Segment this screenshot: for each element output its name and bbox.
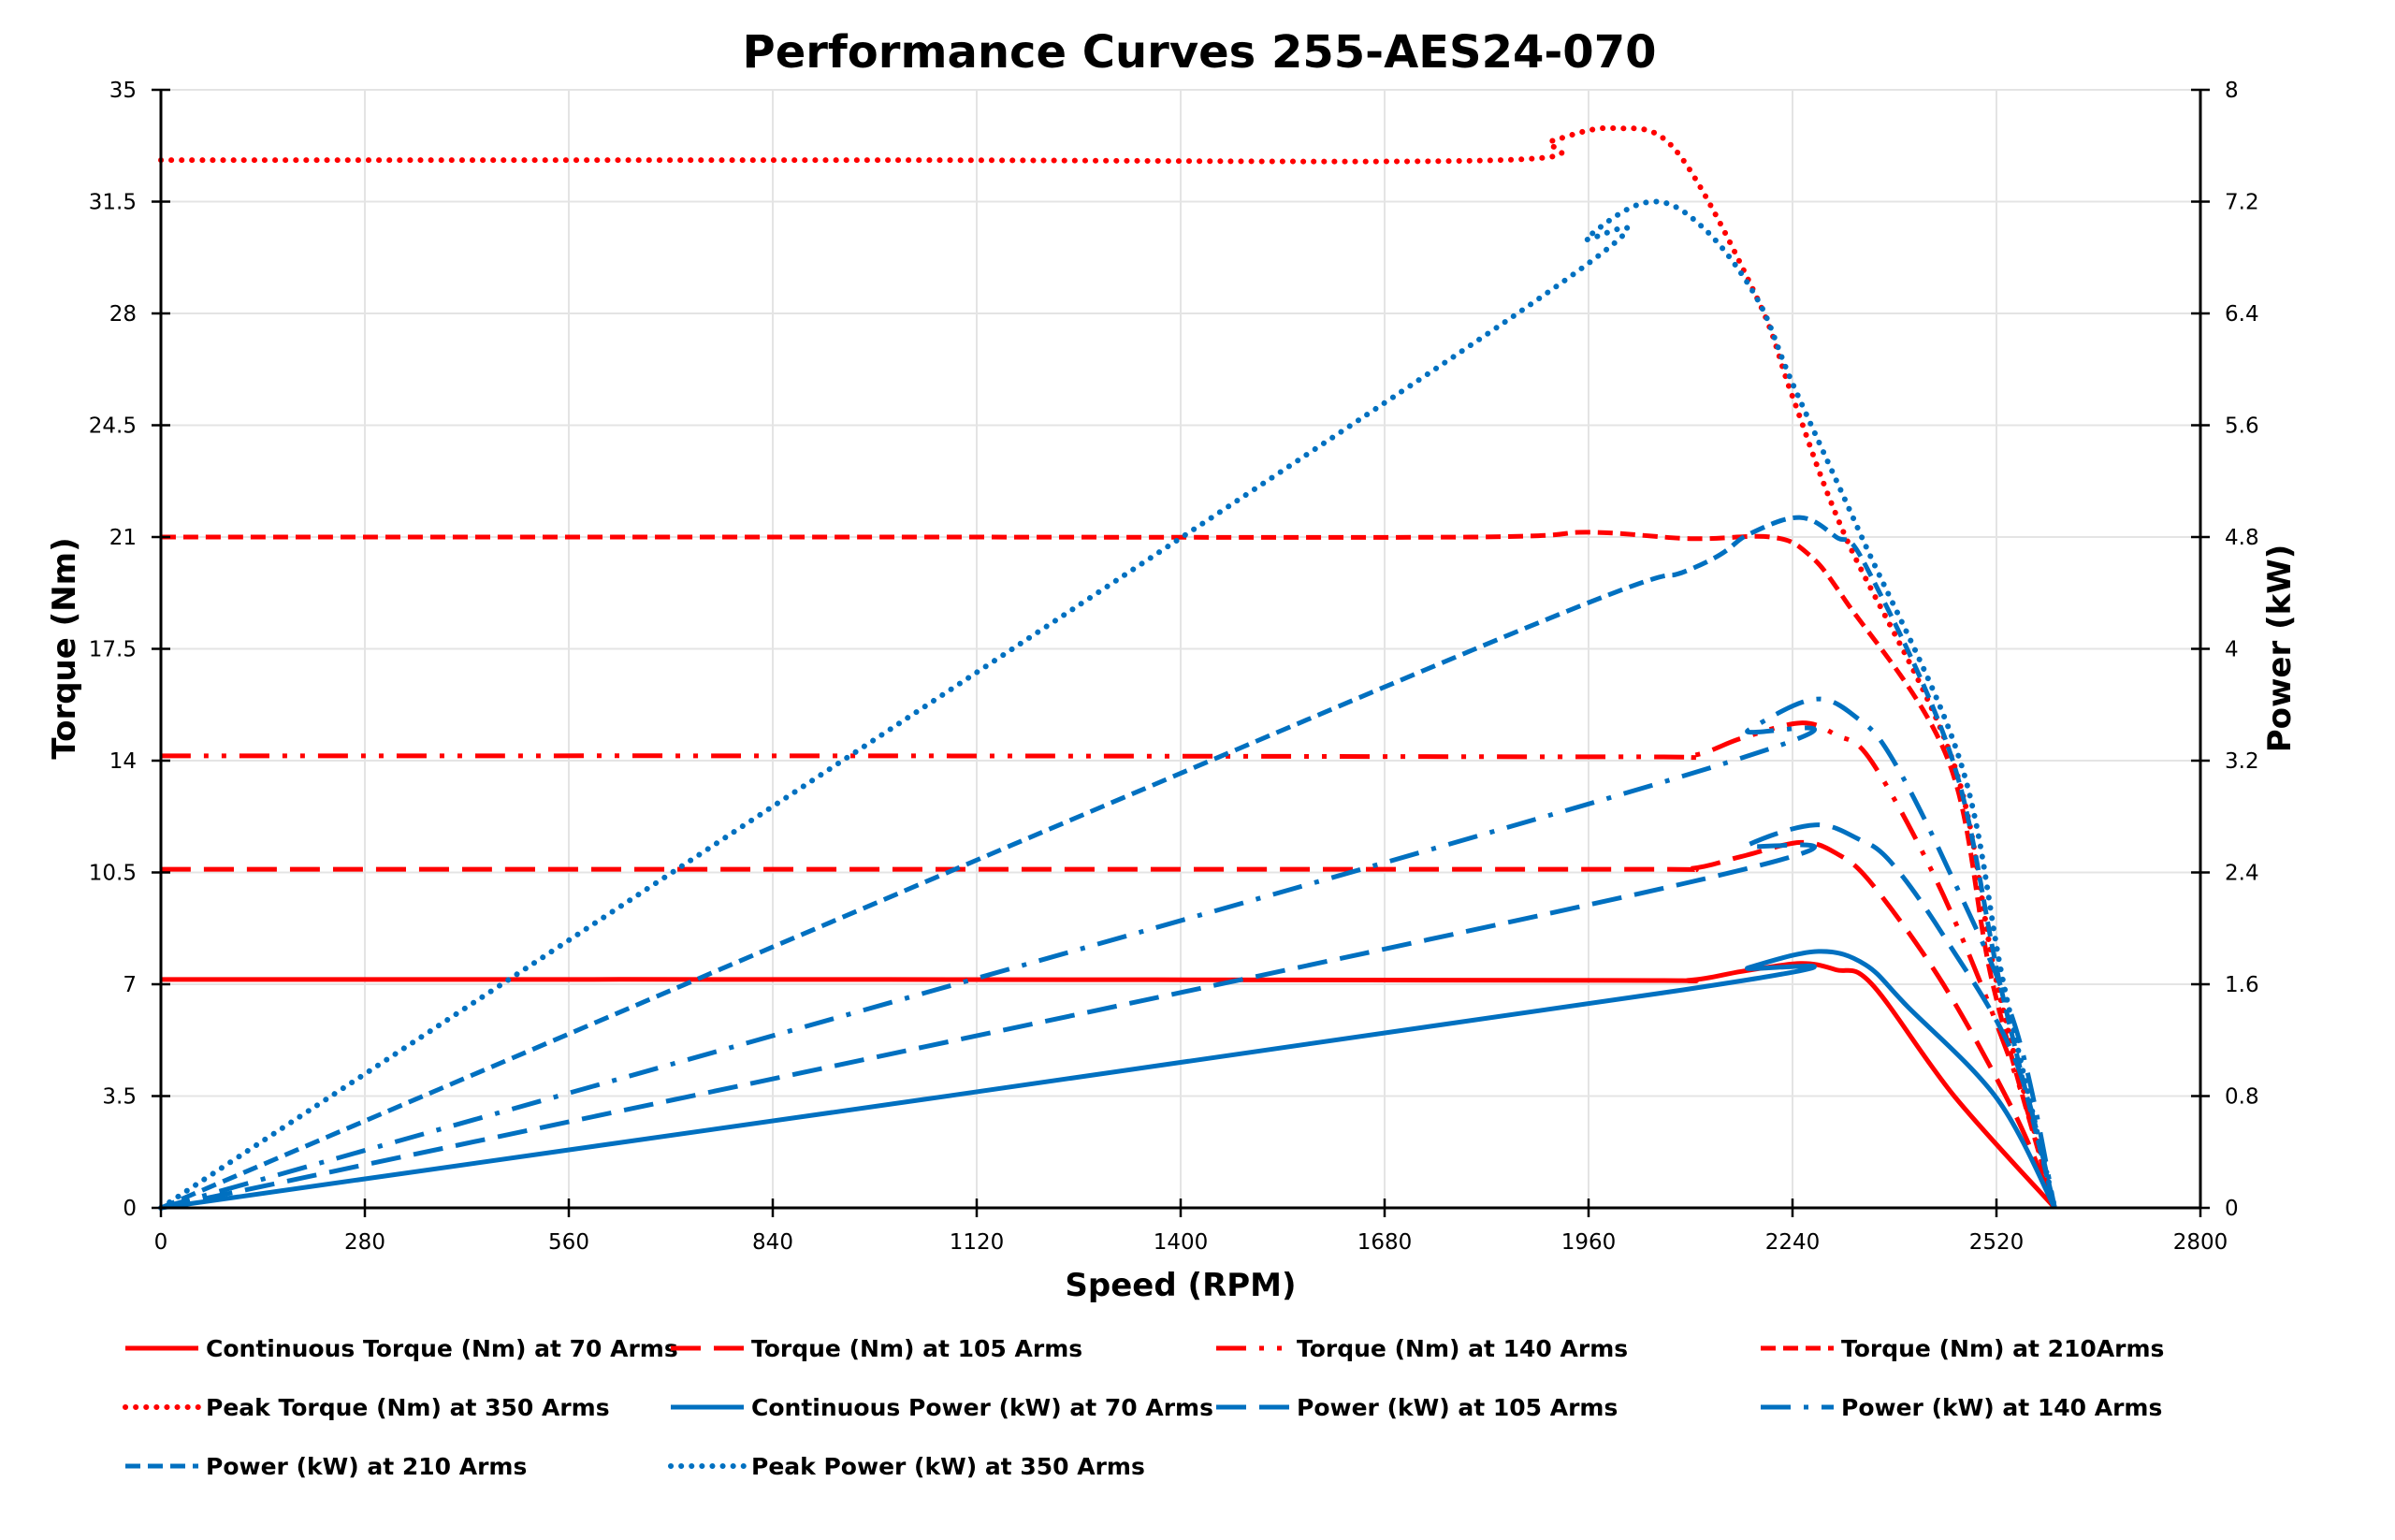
legend-label: Power (kW) at 105 Arms bbox=[1297, 1394, 1618, 1421]
gridlines bbox=[161, 89, 2201, 1208]
y-tick-label-left: 28 bbox=[109, 302, 137, 327]
y-tick-label-left: 35 bbox=[109, 79, 137, 103]
x-tick-label: 1120 bbox=[950, 1230, 1005, 1255]
legend-label: Peak Power (kW) at 350 Arms bbox=[751, 1453, 1145, 1480]
series-line-3 bbox=[160, 720, 2057, 1209]
series-line-6 bbox=[160, 949, 2057, 1211]
legend-label: Torque (Nm) at 210Arms bbox=[1841, 1335, 2164, 1362]
x-tick-label: 1400 bbox=[1154, 1230, 1209, 1255]
legend: Continuous Torque (Nm) at 70 Arms Torque … bbox=[123, 1335, 2164, 1480]
y-tick-label-left: 10.5 bbox=[89, 862, 137, 886]
y-tick-label-right: 4 bbox=[2225, 638, 2239, 662]
legend-label: Power (kW) at 210 Arms bbox=[206, 1453, 527, 1480]
series-line-10 bbox=[158, 198, 2058, 1211]
series-line-8 bbox=[160, 696, 2057, 1211]
y-tick-label-right: 1.6 bbox=[2225, 973, 2259, 997]
series-line-4 bbox=[161, 530, 2057, 1209]
y-tick-label-right: 0 bbox=[2225, 1197, 2239, 1221]
x-tick-label: 0 bbox=[154, 1230, 168, 1255]
y-tick-label-right: 3.2 bbox=[2225, 749, 2259, 774]
y-tick-label-left: 7 bbox=[123, 973, 137, 997]
x-tick-label: 2240 bbox=[1765, 1230, 1821, 1255]
y-tick-label-right: 6.4 bbox=[2225, 302, 2259, 327]
x-axis-title: Speed (RPM) bbox=[1065, 1267, 1296, 1304]
y-tick-label-left: 3.5 bbox=[102, 1085, 137, 1110]
y-tick-label-left: 21 bbox=[109, 526, 137, 550]
y-axis-title-left: Torque (Nm) bbox=[46, 537, 83, 759]
legend-label: Continuous Torque (Nm) at 70 Arms bbox=[206, 1335, 678, 1362]
series-line-1 bbox=[160, 961, 2057, 1210]
y-tick-label-right: 0.8 bbox=[2225, 1085, 2259, 1110]
y-tick-label-left: 31.5 bbox=[89, 191, 137, 215]
x-tick-label: 840 bbox=[752, 1230, 793, 1255]
legend-label: Power (kW) at 140 Arms bbox=[1841, 1394, 2162, 1421]
series-line-5 bbox=[158, 124, 2058, 1211]
series-line-7 bbox=[160, 822, 2057, 1211]
y-tick-label-right: 7.2 bbox=[2225, 191, 2259, 215]
x-tick-label: 560 bbox=[548, 1230, 589, 1255]
x-tick-label: 1960 bbox=[1561, 1230, 1617, 1255]
x-tick-label: 280 bbox=[344, 1230, 385, 1255]
y-tick-label-left: 0 bbox=[123, 1197, 137, 1221]
series-line-9 bbox=[160, 515, 2057, 1211]
y-tick-label-left: 24.5 bbox=[89, 414, 137, 439]
y-tick-label-right: 8 bbox=[2225, 79, 2239, 103]
legend-label: Torque (Nm) at 140 Arms bbox=[1297, 1335, 1628, 1362]
y-tick-label-right: 2.4 bbox=[2225, 862, 2259, 886]
y-tick-label-right: 4.8 bbox=[2225, 526, 2259, 550]
y-axis-title-right: Power (kW) bbox=[2261, 545, 2299, 753]
chart-title: Performance Curves 255-AES24-070 bbox=[743, 26, 1657, 79]
series-line-2 bbox=[160, 839, 2057, 1209]
y-tick-label-left: 14 bbox=[109, 749, 137, 774]
y-tick-label-right: 5.6 bbox=[2225, 414, 2259, 439]
series-group bbox=[158, 124, 2058, 1211]
x-tick-label: 2800 bbox=[2173, 1230, 2228, 1255]
legend-label: Continuous Power (kW) at 70 Arms bbox=[751, 1394, 1213, 1421]
x-tick-label: 1680 bbox=[1357, 1230, 1413, 1255]
legend-label: Peak Torque (Nm) at 350 Arms bbox=[206, 1394, 610, 1421]
y-tick-label-left: 17.5 bbox=[89, 638, 137, 662]
x-tick-label: 2520 bbox=[1969, 1230, 2025, 1255]
legend-label: Torque (Nm) at 105 Arms bbox=[751, 1335, 1082, 1362]
